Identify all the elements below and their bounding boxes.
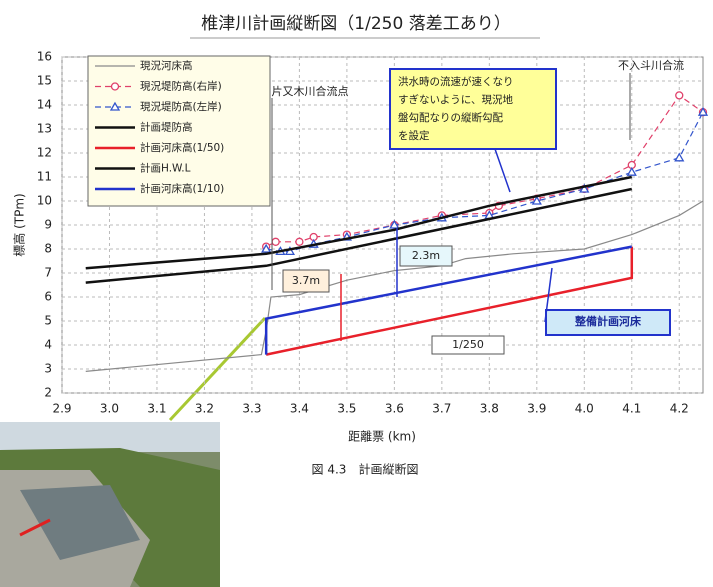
y-tick-label: 16 bbox=[37, 50, 52, 64]
y-tick-label: 15 bbox=[37, 74, 52, 88]
leader bbox=[494, 148, 511, 193]
x-tick-label: 3.2 bbox=[195, 402, 214, 416]
x-tick-label: 3.8 bbox=[480, 402, 499, 416]
photo bbox=[0, 422, 220, 587]
legend-label: 計画H.W.L bbox=[140, 162, 191, 175]
pointer-arrow bbox=[168, 316, 267, 422]
annotation: 1/250 bbox=[452, 338, 484, 351]
legend-label: 計画河床高(1/50) bbox=[140, 141, 224, 154]
legend-label: 計画堤防高 bbox=[140, 121, 193, 134]
y-tick-label: 12 bbox=[37, 146, 52, 160]
annotation-box bbox=[282, 269, 330, 293]
series-line bbox=[264, 245, 633, 355]
legend-label: 計画河床高(1/10) bbox=[140, 182, 224, 195]
annotation: 3.7m bbox=[292, 274, 320, 287]
x-tick-label: 3.6 bbox=[385, 402, 404, 416]
leader bbox=[544, 267, 553, 323]
x-tick-label: 4.2 bbox=[670, 402, 689, 416]
legend-label: 現況堤防高(右岸) bbox=[140, 80, 222, 93]
annotation-box bbox=[545, 309, 671, 336]
y-tick-label: 10 bbox=[37, 194, 52, 208]
y-tick-label: 8 bbox=[44, 242, 52, 256]
x-tick-label: 4.1 bbox=[622, 402, 641, 416]
marker bbox=[531, 195, 542, 205]
legend-label: 現況河床高 bbox=[140, 59, 193, 72]
annotation: 整備計画河床 bbox=[574, 314, 642, 328]
marker bbox=[579, 183, 590, 193]
y-tick-label: 14 bbox=[37, 98, 52, 112]
y-tick-label: 7 bbox=[44, 266, 52, 280]
callout-line: を設定 bbox=[398, 129, 430, 142]
series-line bbox=[265, 246, 634, 356]
annotation: 不入斗川合流 bbox=[618, 58, 684, 72]
y-tick-label: 2 bbox=[44, 386, 52, 400]
series-line bbox=[85, 187, 633, 284]
x-tick-label: 3.5 bbox=[337, 402, 356, 416]
x-tick-label: 2.9 bbox=[52, 402, 71, 416]
y-tick-label: 11 bbox=[37, 170, 52, 184]
chart-title: 椎津川計画縦断図（1/250 落差工あり） bbox=[201, 14, 510, 34]
annotation-box bbox=[431, 335, 505, 355]
marker bbox=[697, 106, 709, 116]
marker bbox=[389, 219, 400, 229]
legend-label: 現況堤防高(左岸) bbox=[140, 100, 222, 113]
legend-box bbox=[87, 55, 271, 207]
y-tick-label: 13 bbox=[37, 122, 52, 136]
callout-line: すぎないように、現況地 bbox=[398, 93, 513, 106]
y-tick-label: 6 bbox=[44, 290, 52, 304]
x-tick-label: 3.1 bbox=[147, 402, 166, 416]
marker bbox=[295, 237, 304, 246]
marker bbox=[674, 152, 685, 162]
x-tick-label: 3.9 bbox=[527, 402, 546, 416]
marker bbox=[626, 166, 637, 176]
x-tick-label: 3.0 bbox=[100, 402, 119, 416]
x-tick-label: 3.7 bbox=[432, 402, 451, 416]
x-tick-label: 3.4 bbox=[290, 402, 309, 416]
y-tick-label: 5 bbox=[44, 314, 52, 328]
y-tick-label: 3 bbox=[44, 362, 52, 376]
caption: 図 4.3 計画縦断図 bbox=[312, 462, 419, 477]
x-tick-label: 3.3 bbox=[242, 402, 261, 416]
y-axis-label: 標高 (TPm) bbox=[12, 193, 27, 256]
y-tick-label: 4 bbox=[44, 338, 52, 352]
annotation: 2.3m bbox=[412, 249, 440, 262]
marker bbox=[261, 243, 272, 253]
annotation-box bbox=[399, 245, 453, 267]
marker bbox=[109, 101, 121, 111]
callout-line: 洪水時の流速が速くなり bbox=[398, 75, 514, 88]
annotation: 片又木川合流点 bbox=[272, 84, 349, 98]
marker bbox=[675, 91, 684, 100]
callout-line: 盤勾配なりの縦断勾配 bbox=[398, 111, 503, 124]
x-axis-label: 距離票 (km) bbox=[348, 430, 416, 444]
x-tick-label: 4.0 bbox=[575, 402, 594, 416]
marker bbox=[110, 82, 120, 91]
series-line bbox=[265, 94, 704, 248]
callout-box bbox=[389, 68, 557, 150]
series-line bbox=[85, 175, 633, 270]
y-tick-label: 9 bbox=[44, 218, 52, 232]
marker bbox=[271, 237, 280, 246]
